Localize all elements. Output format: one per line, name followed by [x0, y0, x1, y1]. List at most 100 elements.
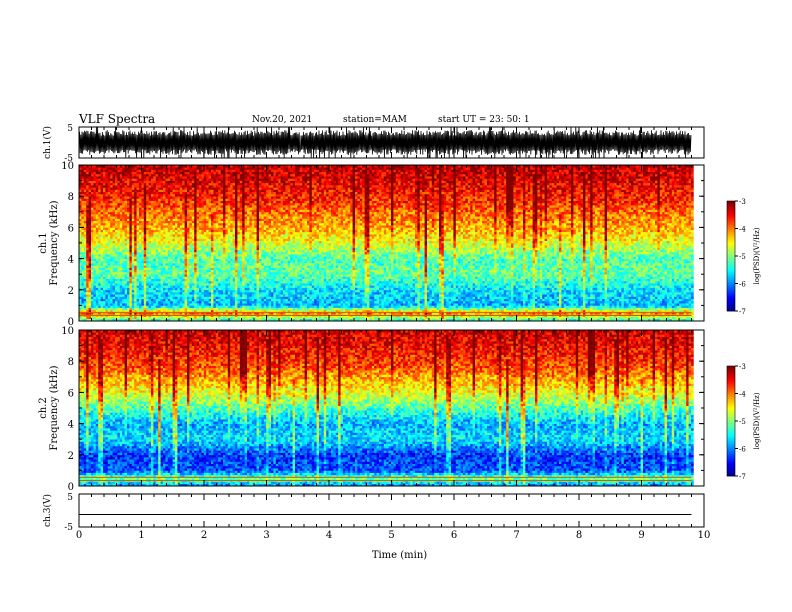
ch1-spectrogram-cell — [107, 254, 111, 257]
ch1-spectrogram-cell — [160, 267, 164, 271]
ch1-spectrogram-cell — [88, 267, 92, 271]
ch1-spectrogram-cell — [170, 247, 173, 251]
ch1-spectrogram-cell — [115, 316, 118, 320]
ch1-spectrogram-cell — [134, 229, 137, 233]
ch1-spectrogram-cell — [194, 207, 197, 210]
ch1-spectrogram-cell — [153, 300, 157, 304]
ch1-spectrogram-cell — [237, 198, 241, 201]
ch1-spectrogram-cell — [208, 283, 212, 286]
ch1-spectrogram-cell — [136, 254, 140, 257]
ch1-spectrogram-cell — [141, 247, 145, 251]
ch1-spectrogram-cell — [93, 309, 97, 313]
ch1-spectrogram-cell — [220, 263, 224, 266]
ch1-spectrogram-cell — [95, 202, 99, 206]
ch1-spectrogram-cell — [148, 205, 152, 208]
ch1-spectrogram-cell — [134, 171, 137, 175]
ch1-spectrogram-cell — [182, 180, 185, 184]
ch1-spectrogram-cell — [107, 200, 111, 204]
ch1-spectrogram-cell — [175, 316, 178, 320]
ch1-spectrogram-cell — [208, 196, 212, 199]
ch1-spectrogram-cell — [131, 191, 135, 195]
ch1-spectrogram-cell — [129, 231, 133, 235]
ch1-spectrogram-cell — [148, 256, 152, 259]
ch1-spectrogram-cell — [83, 176, 87, 179]
ch1-spectrogram-cell — [208, 194, 212, 197]
ch1-spectrogram-cell — [112, 283, 116, 286]
ch1-spectrogram-cell — [155, 316, 159, 320]
ch1-spectrogram-cell — [129, 238, 133, 242]
ch1-spectrogram-cell — [117, 274, 121, 277]
ch1-spectrogram-cell — [211, 289, 214, 293]
ch1-spectrogram-cell — [110, 254, 113, 257]
ch1-spectrogram-cell — [242, 243, 245, 246]
ch1-spectrogram-cell — [134, 280, 137, 284]
ch1-spectrogram-cell — [187, 267, 190, 271]
ch1-spectrogram-cell — [230, 225, 233, 228]
ch1-spectrogram-cell — [191, 171, 195, 175]
ch1-spectrogram-cell — [211, 229, 214, 233]
ch1-spectrogram-cell — [107, 227, 111, 230]
ch1-spectrogram-cell — [163, 292, 166, 295]
ch1-spectrogram-cell — [211, 272, 214, 275]
ch1-spectrogram-cell — [187, 198, 190, 201]
ch1-spectrogram-cell — [235, 254, 238, 257]
ch1-spectrogram-cell — [124, 218, 128, 222]
ch1-spectrogram-cell — [86, 167, 89, 170]
ch1-spectrogram-cell — [93, 196, 97, 199]
ch1-spectrogram-cell — [184, 316, 188, 320]
ch1-spectrogram-cell — [163, 238, 166, 242]
ch1-spectrogram-cell — [95, 227, 99, 230]
ch1-spectrogram-cell — [139, 176, 142, 179]
ch1-spectrogram-cell — [182, 243, 185, 246]
ch1-spectrogram-cell — [160, 312, 164, 315]
ch1-spectrogram-cell — [165, 216, 169, 219]
ch1-spectrogram-cell — [158, 198, 161, 201]
ch1-spectrogram-cell — [122, 269, 125, 273]
ch1-spectrogram-cell — [160, 165, 164, 168]
ch1-spectrogram-cell — [160, 294, 164, 297]
ch1-spectrogram-cell — [91, 189, 94, 193]
ch1-spectrogram-cell — [223, 165, 226, 168]
ch1-spectrogram-cell — [196, 189, 200, 193]
ch1-spectrogram-cell — [196, 200, 200, 204]
ch1-spectrogram-cell — [131, 178, 135, 181]
ch1-spectrogram-cell — [131, 309, 135, 313]
ch1-spectrogram-cell — [208, 176, 212, 179]
ch1-spectrogram-cell — [103, 303, 106, 306]
ch1-spectrogram-cell — [177, 182, 181, 186]
ch1-spectrogram-cell — [117, 238, 121, 242]
ch1-spectrogram-cell — [129, 316, 133, 320]
ch1-spectrogram-cell — [201, 296, 205, 300]
ch1-spectrogram-cell — [93, 263, 97, 266]
ch1-spectrogram-cell — [187, 256, 190, 259]
ch1-spectrogram-cell — [175, 205, 178, 208]
ch1-spectrogram-cell — [184, 256, 188, 259]
ch1-spectrogram-cell — [151, 220, 154, 224]
ch1-spectrogram-cell — [143, 316, 147, 320]
ch1-spectrogram-cell — [199, 220, 202, 224]
ch1-spectrogram-cell — [81, 176, 85, 179]
ch1-spectrogram-cell — [115, 278, 118, 282]
ch1-spectrogram-cell — [139, 265, 142, 268]
ch1-spectrogram-cell — [199, 187, 202, 190]
ch1-spectrogram-cell — [179, 303, 183, 306]
ch1-spectrogram-cell — [187, 280, 190, 284]
ch1-spectrogram-cell — [189, 236, 193, 239]
ch1-spectrogram-cell — [146, 254, 149, 257]
ch1-spectrogram-cell — [213, 196, 217, 199]
ch1-spectrogram-cell — [235, 307, 238, 311]
ch1-spectrogram-cell — [134, 205, 137, 208]
ch1-spectrogram-cell — [83, 194, 87, 197]
ch1-spectrogram-cell — [165, 178, 169, 181]
ch1-spectrogram-cell — [148, 176, 152, 179]
ch1-spectrogram-cell — [218, 234, 221, 237]
ch1-spectrogram-cell — [227, 269, 231, 273]
ch1-spectrogram-cell — [122, 256, 125, 259]
ch1-spectrogram-cell — [215, 296, 219, 300]
ch1-spectrogram-cell — [122, 220, 125, 224]
ch1-spectrogram-cell — [158, 169, 161, 173]
ch1-spectrogram-cell — [172, 245, 176, 248]
ch1-spectrogram-cell — [213, 194, 217, 197]
ch1-spectrogram-cell — [117, 234, 121, 237]
ch1-spectrogram-cell — [189, 187, 193, 190]
